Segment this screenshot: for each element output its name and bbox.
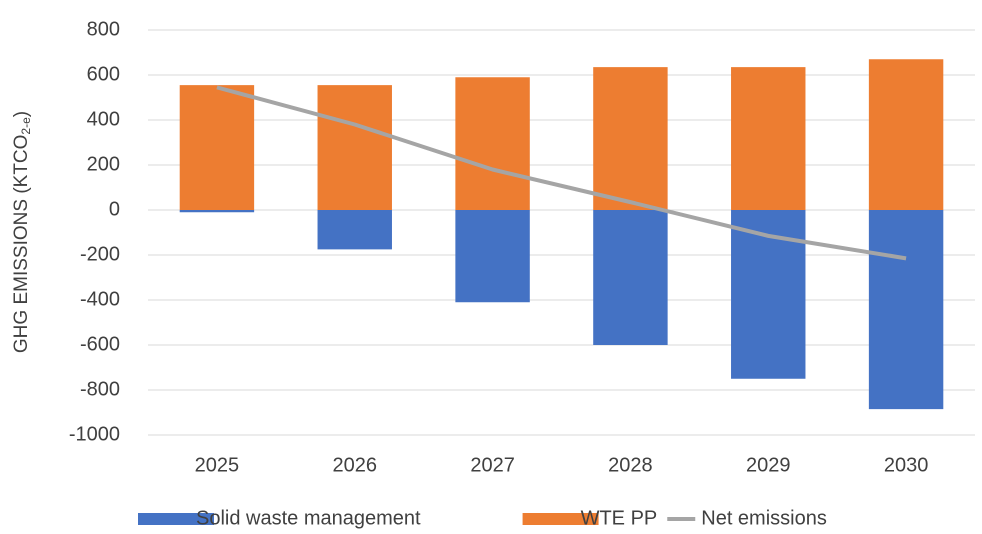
bar: [455, 77, 530, 210]
y-tick-label: 400: [87, 108, 120, 130]
y-tick-label: -600: [80, 333, 120, 355]
x-tick-label: 2025: [195, 454, 240, 476]
legend-label: WTE PP: [581, 507, 658, 529]
bar: [179, 210, 255, 213]
y-tick-label: 200: [87, 153, 120, 175]
bar: [593, 210, 668, 345]
x-tick-label: 2026: [333, 454, 378, 476]
bar: [317, 210, 392, 250]
bar: [868, 59, 944, 210]
bar: [455, 210, 530, 303]
x-tick-label: 2028: [608, 454, 653, 476]
x-tick-label: 2029: [746, 454, 791, 476]
legend-swatch: [522, 513, 599, 525]
legend-label: Solid waste management: [196, 507, 421, 529]
bar: [317, 85, 392, 210]
line: [216, 85, 907, 261]
y-tick-label: 800: [87, 18, 120, 40]
y-tick-label: -800: [80, 378, 120, 400]
bar: [179, 85, 255, 210]
y-tick-label: 600: [87, 63, 120, 85]
bar: [868, 210, 944, 410]
y-tick-label: -400: [80, 288, 120, 310]
legend-swatch: [138, 513, 214, 525]
legend-label: Net emissions: [701, 507, 827, 529]
y-tick-label: 0: [109, 198, 120, 220]
x-tick-label: 2027: [470, 454, 515, 476]
y-axis-label: GHG EMISSIONS (KTCO2-e): [11, 111, 33, 353]
bar: [593, 67, 668, 210]
y-tick-label: -1000: [69, 423, 120, 445]
bar: [731, 67, 806, 210]
x-tick-label: 2030: [884, 454, 929, 476]
y-tick-label: -200: [80, 243, 120, 265]
